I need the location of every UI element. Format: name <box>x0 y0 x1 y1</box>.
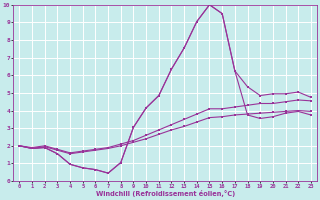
X-axis label: Windchill (Refroidissement éolien,°C): Windchill (Refroidissement éolien,°C) <box>95 190 235 197</box>
